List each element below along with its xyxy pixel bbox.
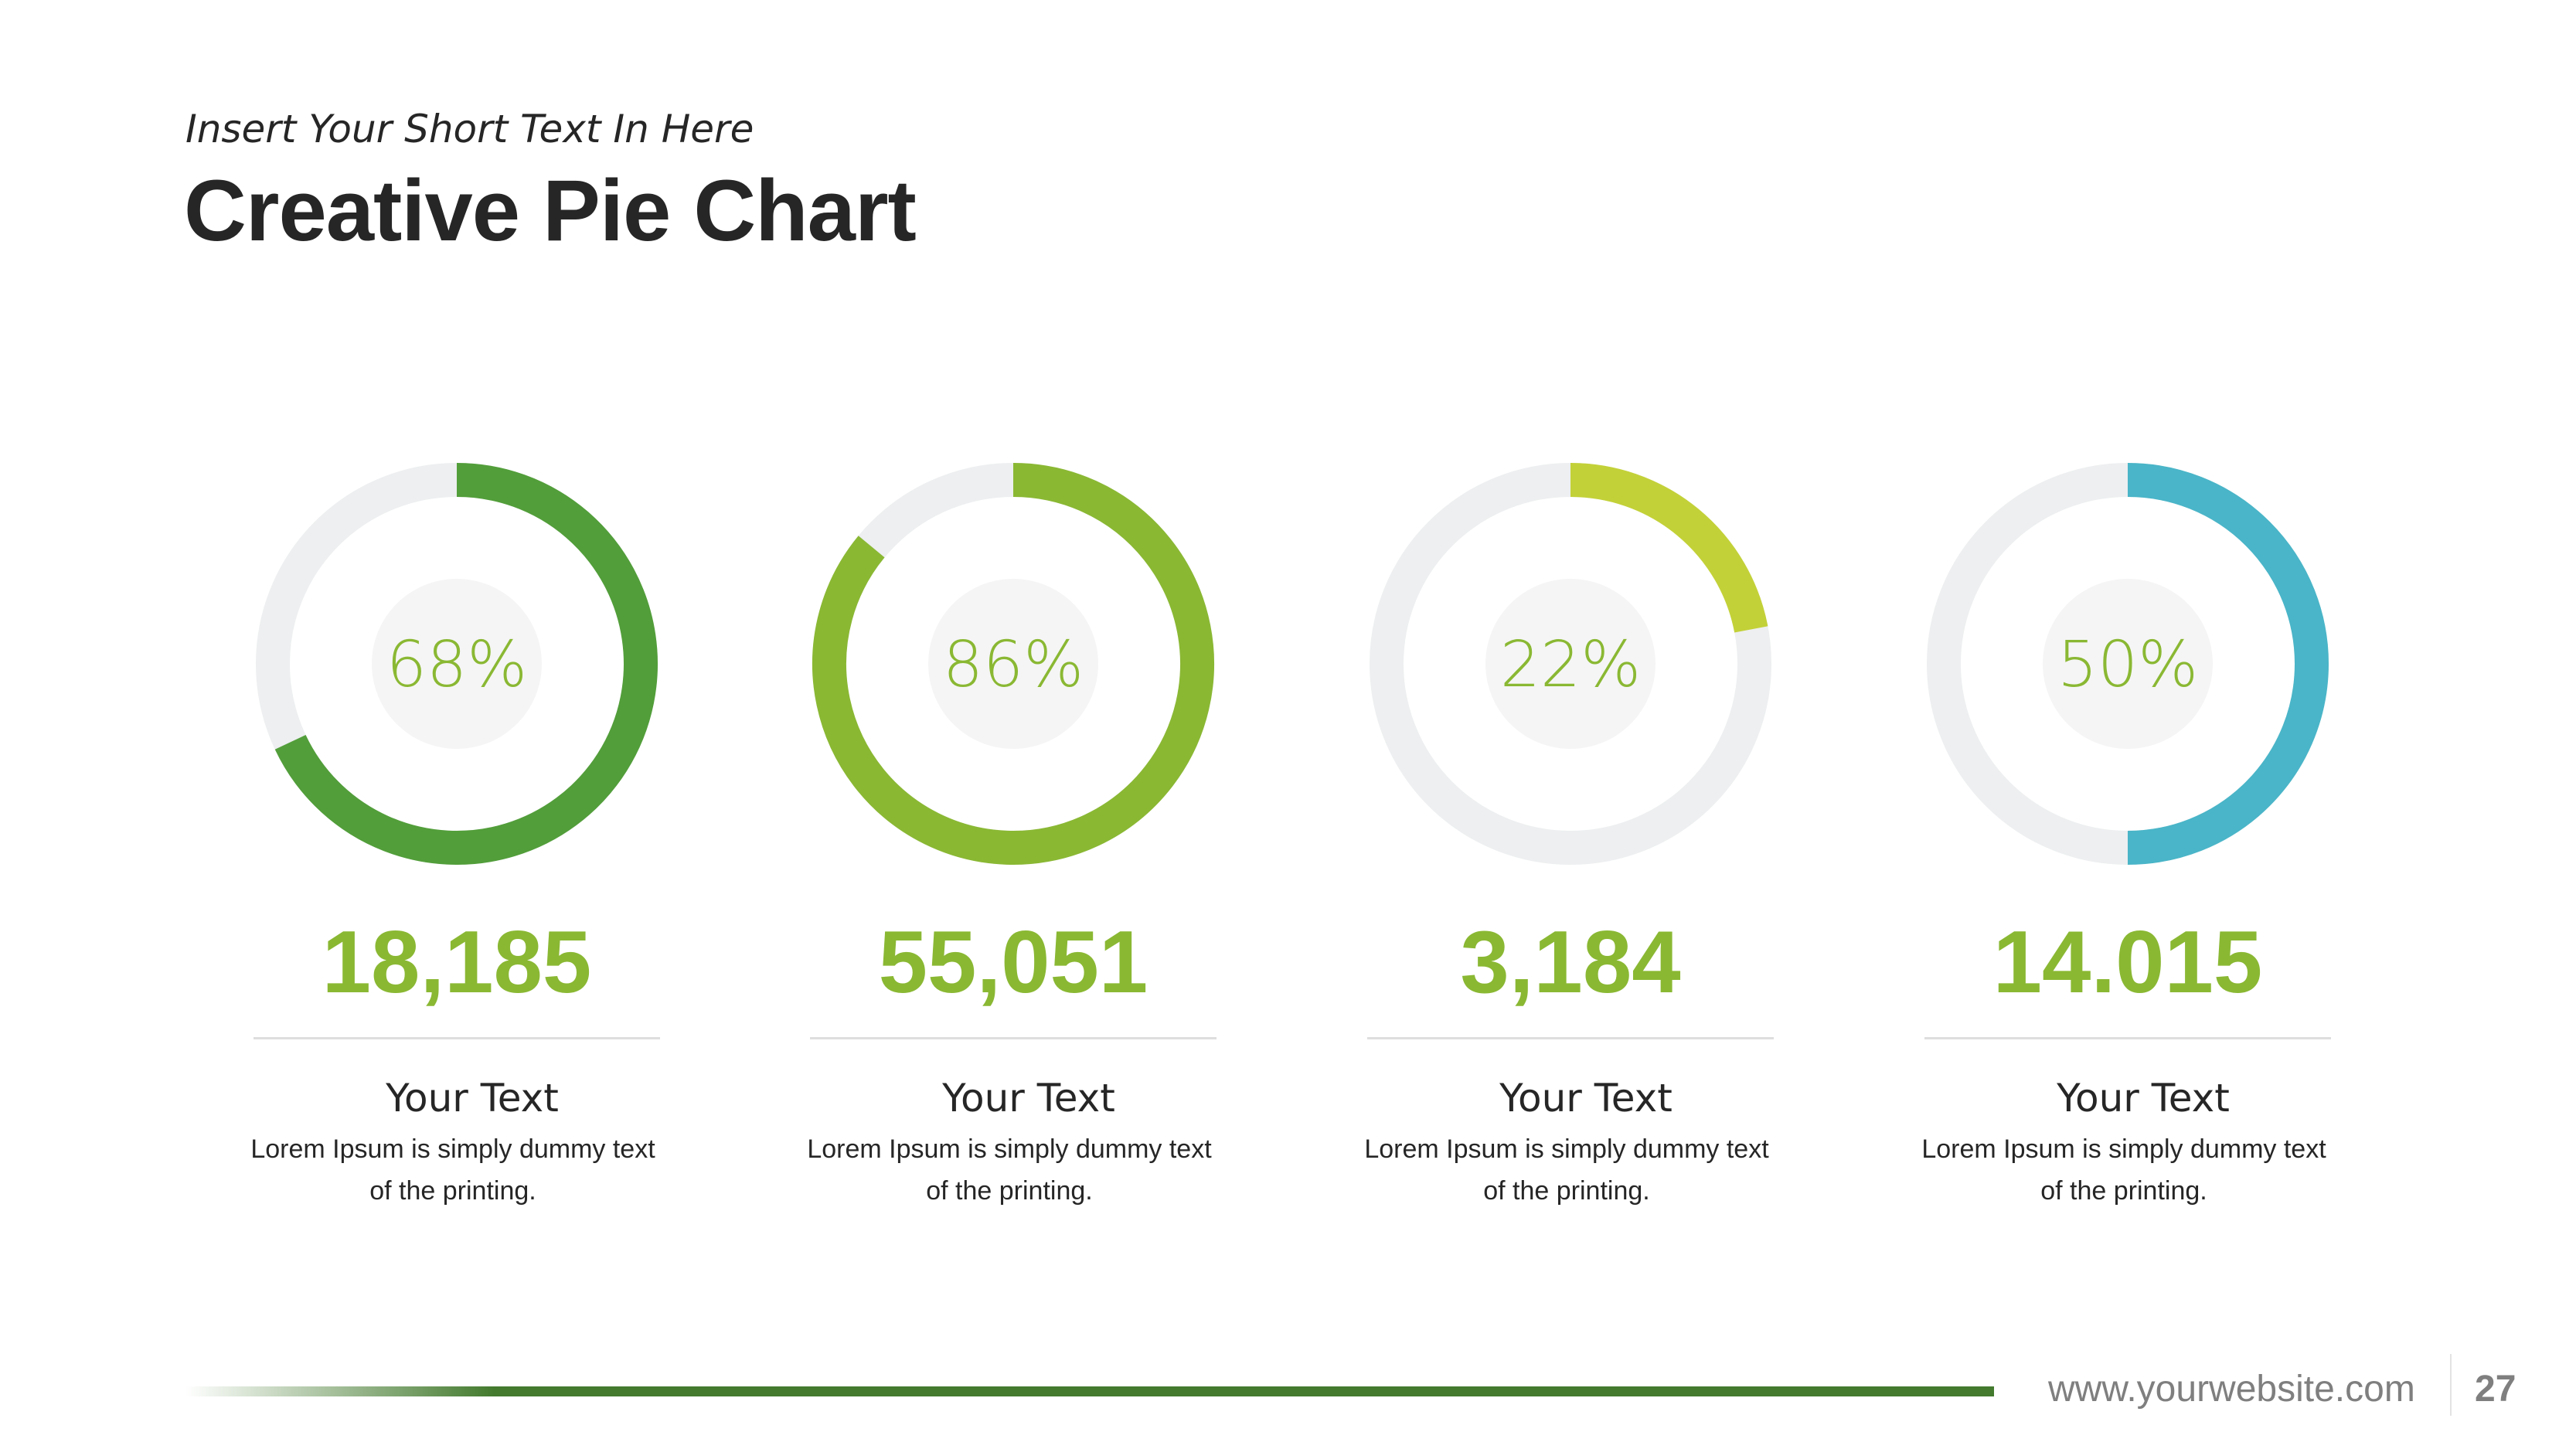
slide-subtitle: Insert Your Short Text In Here (185, 107, 754, 151)
donut-arc (2127, 463, 2329, 865)
item-description: Lorem Ipsum is simply dummy text of the p… (175, 1128, 731, 1212)
donut-center (928, 579, 1098, 749)
description-line-2: of the printing. (369, 1176, 536, 1206)
divider (810, 1037, 1217, 1039)
description-line-1: Lorem Ipsum is simply dummy text (1364, 1134, 1769, 1164)
description-line-2: of the printing. (1483, 1176, 1650, 1206)
value-label: 3,184 (1460, 913, 1681, 1012)
donut-center (372, 579, 542, 749)
item-heading: Your Text (2057, 1076, 2230, 1121)
percent-label: 86% (943, 628, 1084, 702)
donut-center (1485, 579, 1656, 749)
donut-3: 22% (1370, 463, 1771, 865)
footer-divider (2450, 1354, 2452, 1416)
donut-arc (274, 463, 658, 865)
donut-center (2043, 579, 2213, 749)
page-number: 27 (2475, 1369, 2516, 1410)
description-line-1: Lorem Ipsum is simply dummy text (807, 1134, 1212, 1164)
donut-4: 50% (1927, 463, 2329, 865)
value-label: 55,051 (878, 913, 1148, 1012)
description-line-2: of the printing. (2040, 1176, 2207, 1206)
item-description: Lorem Ipsum is simply dummy text of the p… (731, 1128, 1288, 1212)
donut-2: 86% (812, 463, 1214, 865)
item-heading: Your Text (386, 1076, 559, 1121)
divider (1367, 1037, 1774, 1039)
divider (1924, 1037, 2331, 1039)
description-line-2: of the printing. (926, 1176, 1093, 1206)
donut-arc (812, 463, 1214, 865)
description-line-1: Lorem Ipsum is simply dummy text (250, 1134, 655, 1164)
item-heading: Your Text (942, 1076, 1115, 1121)
item-description: Lorem Ipsum is simply dummy text of the p… (1288, 1128, 1845, 1212)
percent-label: 22% (1500, 628, 1641, 702)
website-link[interactable]: www.yourwebsite.com (2048, 1369, 2415, 1410)
item-heading: Your Text (1499, 1076, 1673, 1121)
percent-label: 50% (2057, 628, 2198, 702)
value-label: 14.015 (1992, 913, 2263, 1012)
description-line-1: Lorem Ipsum is simply dummy text (1921, 1134, 2326, 1164)
percent-label: 68% (386, 628, 527, 702)
donut-1: 68% (256, 463, 658, 865)
value-label: 18,185 (322, 913, 592, 1012)
divider (254, 1037, 660, 1039)
donut-arc (1570, 463, 1768, 633)
slide-title: Creative Pie Chart (184, 162, 917, 259)
item-description: Lorem Ipsum is simply dummy text of the p… (1846, 1128, 2402, 1212)
footer-bar (185, 1386, 1994, 1396)
